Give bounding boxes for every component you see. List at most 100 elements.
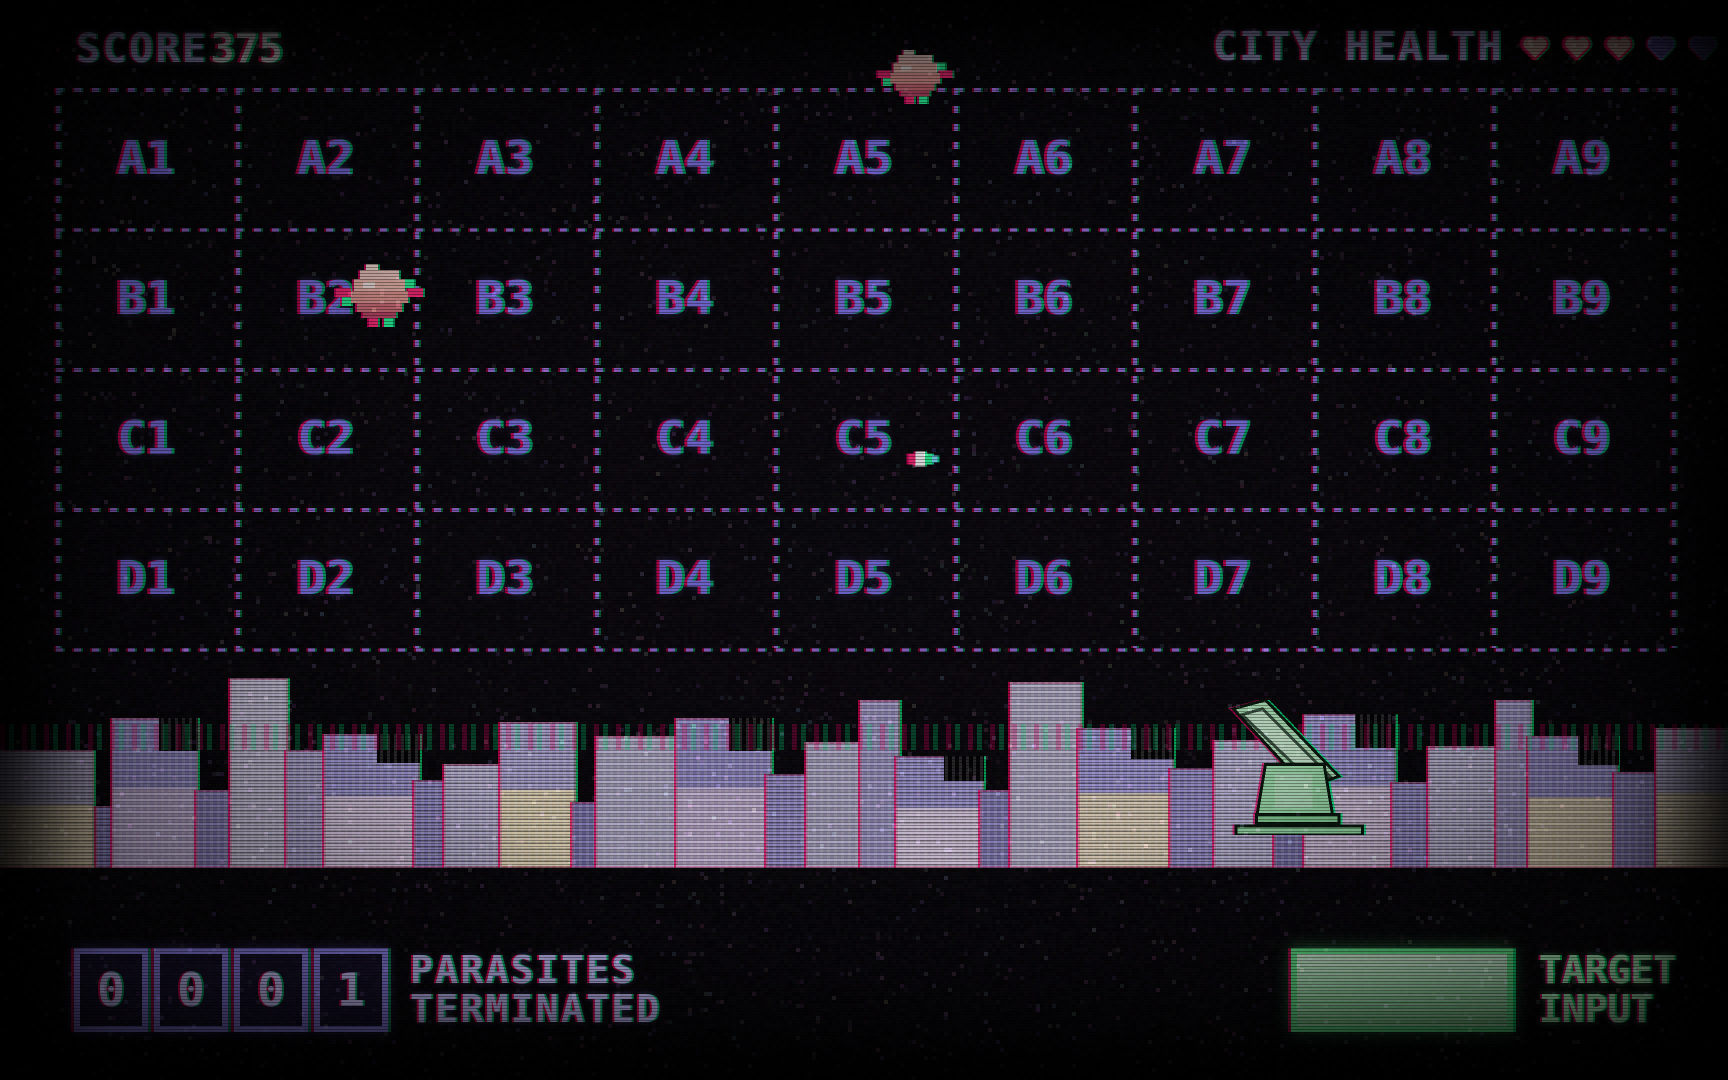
target-label-line1: TARGET [1539,951,1676,990]
grid-cell-label: B6 [1015,271,1072,325]
building-window-texture [1010,682,1082,868]
grid-cell-c3[interactable]: C3 [415,368,595,508]
grid-cell-label: B8 [1374,271,1431,325]
grid-cell-label: C5 [835,411,892,465]
grid-cell-c4[interactable]: C4 [595,368,775,508]
grid-cell-b3[interactable]: B3 [415,228,595,368]
grid-cell-b1[interactable]: B1 [56,228,236,368]
building-window-texture [860,700,900,868]
grid-cell-a8[interactable]: A8 [1313,88,1493,228]
grid-cell-d6[interactable]: D6 [954,508,1134,648]
skyline-building [1428,746,1500,868]
building-window-texture [1428,746,1500,868]
grid-cell-label: C6 [1015,411,1072,465]
grid-cell-c8[interactable]: C8 [1313,368,1493,508]
grid-cell-d2[interactable]: D2 [236,508,416,648]
grid-cell-label: C1 [117,411,174,465]
score-display: SCORE 375 [76,26,283,72]
grid-cell-label: D5 [835,551,892,605]
skyline-building [860,700,900,868]
skyline-building [444,764,506,868]
grid-cell-c6[interactable]: C6 [954,368,1134,508]
grid-cell-label: A4 [656,131,713,185]
grid-cell-b8[interactable]: B8 [1313,228,1493,368]
grid-cell-c2[interactable]: C2 [236,368,416,508]
skyline-building [112,718,198,868]
building-window-texture [0,750,94,868]
target-input-group[interactable]: TARGET INPUT [1291,948,1676,1032]
grid-cell-a5[interactable]: A5 [774,88,954,228]
building-window-texture [414,780,448,868]
grid-cell-label: D2 [297,551,354,605]
grid-cell-d3[interactable]: D3 [415,508,595,648]
grid-cell-label: B1 [117,271,174,325]
parasite-b2[interactable] [330,252,426,330]
city-skyline [0,638,1728,868]
parasite-a6[interactable] [872,42,956,104]
grid-cell-c7[interactable]: C7 [1133,368,1313,508]
skyline-building [1656,728,1728,868]
grid-cell-a4[interactable]: A4 [595,88,775,228]
grid-cell-d1[interactable]: D1 [56,508,236,648]
building-window-texture [1614,772,1660,868]
city-health-display: CITY HEALTH [1213,24,1720,70]
skyline-building [596,736,682,868]
kill-label-line2: TERMINATED [410,990,662,1029]
building-window-texture [1528,736,1618,868]
skyline-building [980,790,1014,868]
kill-digit: 0 [234,948,308,1032]
kill-digit: 1 [314,948,388,1032]
score-value: 375 [210,26,282,72]
grid-cell-label: A2 [297,131,354,185]
bottom-status-bar: 0001 PARASITES TERMINATED TARGET INPUT [0,900,1728,1080]
grid-cell-label: B5 [835,271,892,325]
hud-bar: SCORE 375 CITY HEALTH [0,0,1728,92]
city-health-label: CITY HEALTH [1213,24,1504,70]
skyline-building [1392,782,1432,868]
grid-cell-label: B4 [656,271,713,325]
target-input-field[interactable] [1291,948,1513,1032]
grid-cell-d5[interactable]: D5 [774,508,954,648]
skyline-building [414,780,448,868]
grid-cell-b6[interactable]: B6 [954,228,1134,368]
grid-cell-c5[interactable]: C5 [774,368,954,508]
grid-cell-b7[interactable]: B7 [1133,228,1313,368]
grid-cell-label: C9 [1553,411,1610,465]
grid-cell-label: B7 [1194,271,1251,325]
skyline-building [1614,772,1660,868]
grid-cell-label: D4 [656,551,713,605]
grid-cell-c9[interactable]: C9 [1492,368,1672,508]
grid-cell-d7[interactable]: D7 [1133,508,1313,648]
building-window-texture [596,736,682,868]
grid-cell-label: A6 [1015,131,1072,185]
kill-digit: 0 [154,948,228,1032]
heart-empty-icon [1686,32,1720,62]
health-hearts [1518,32,1720,62]
grid-cell-label: C8 [1374,411,1431,465]
heart-filled-icon [1518,32,1552,62]
heart-empty-icon [1644,32,1678,62]
grid-cell-d4[interactable]: D4 [595,508,775,648]
skyline-building [0,750,94,868]
grid-cell-label: D7 [1194,551,1251,605]
building-window-texture [766,774,810,868]
grid-cell-b4[interactable]: B4 [595,228,775,368]
defense-turret[interactable] [1196,700,1376,835]
skyline-building [1528,736,1618,868]
building-window-texture [1496,700,1532,868]
building-window-texture [500,722,576,868]
grid-cell-c1[interactable]: C1 [56,368,236,508]
grid-cell-b9[interactable]: B9 [1492,228,1672,368]
skyline-building [230,678,288,868]
grid-cell-a9[interactable]: A9 [1492,88,1672,228]
grid-cell-label: C3 [476,411,533,465]
grid-cell-d8[interactable]: D8 [1313,508,1493,648]
grid-cell-a7[interactable]: A7 [1133,88,1313,228]
grid-cell-d9[interactable]: D9 [1492,508,1672,648]
grid-cell-a2[interactable]: A2 [236,88,416,228]
grid-cell-a3[interactable]: A3 [415,88,595,228]
grid-cell-a6[interactable]: A6 [954,88,1134,228]
grid-cell-b5[interactable]: B5 [774,228,954,368]
grid-cell-label: C4 [656,411,713,465]
grid-cell-a1[interactable]: A1 [56,88,236,228]
